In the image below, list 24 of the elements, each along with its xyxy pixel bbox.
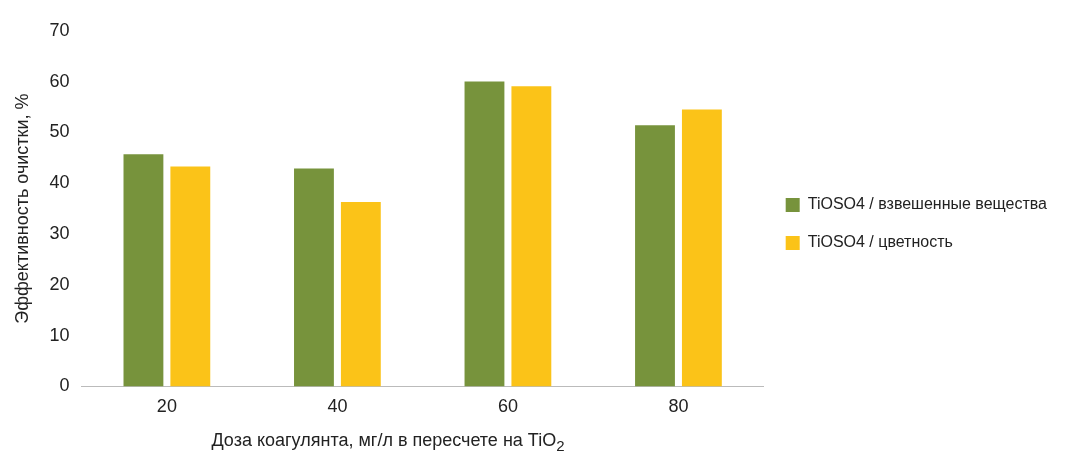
legend-label: TiOSO4 / взвешенные вещества [807, 195, 1048, 213]
y-axis-title: Эффективность очистки, % [11, 93, 32, 324]
y-tick-label: 0 [59, 375, 70, 396]
bar [123, 154, 164, 387]
x-tick-label: 80 [668, 396, 689, 417]
x-tick-label: 40 [327, 396, 348, 417]
bar [464, 81, 505, 387]
bar [294, 168, 334, 387]
bar [681, 109, 722, 387]
x-tick-label: 60 [497, 396, 518, 417]
y-tick-label: 20 [49, 273, 70, 294]
y-tick-label: 40 [49, 172, 70, 193]
bar [170, 166, 211, 387]
y-tick-label: 30 [49, 222, 70, 243]
x-axis-title: Доза коагулянта, мг/л в пересчете на TiO$_{2}$ [210, 430, 566, 454]
y-tick-label: 10 [49, 324, 70, 345]
bar [635, 125, 675, 387]
x-tick-label: 20 [156, 396, 177, 417]
legend-label: TiOSO4 / цветность [807, 233, 953, 251]
y-tick-label: 50 [49, 121, 70, 142]
bar [511, 86, 552, 387]
y-tick-label: 70 [49, 19, 70, 40]
bar [340, 202, 381, 387]
y-tick-label: 60 [49, 70, 70, 91]
